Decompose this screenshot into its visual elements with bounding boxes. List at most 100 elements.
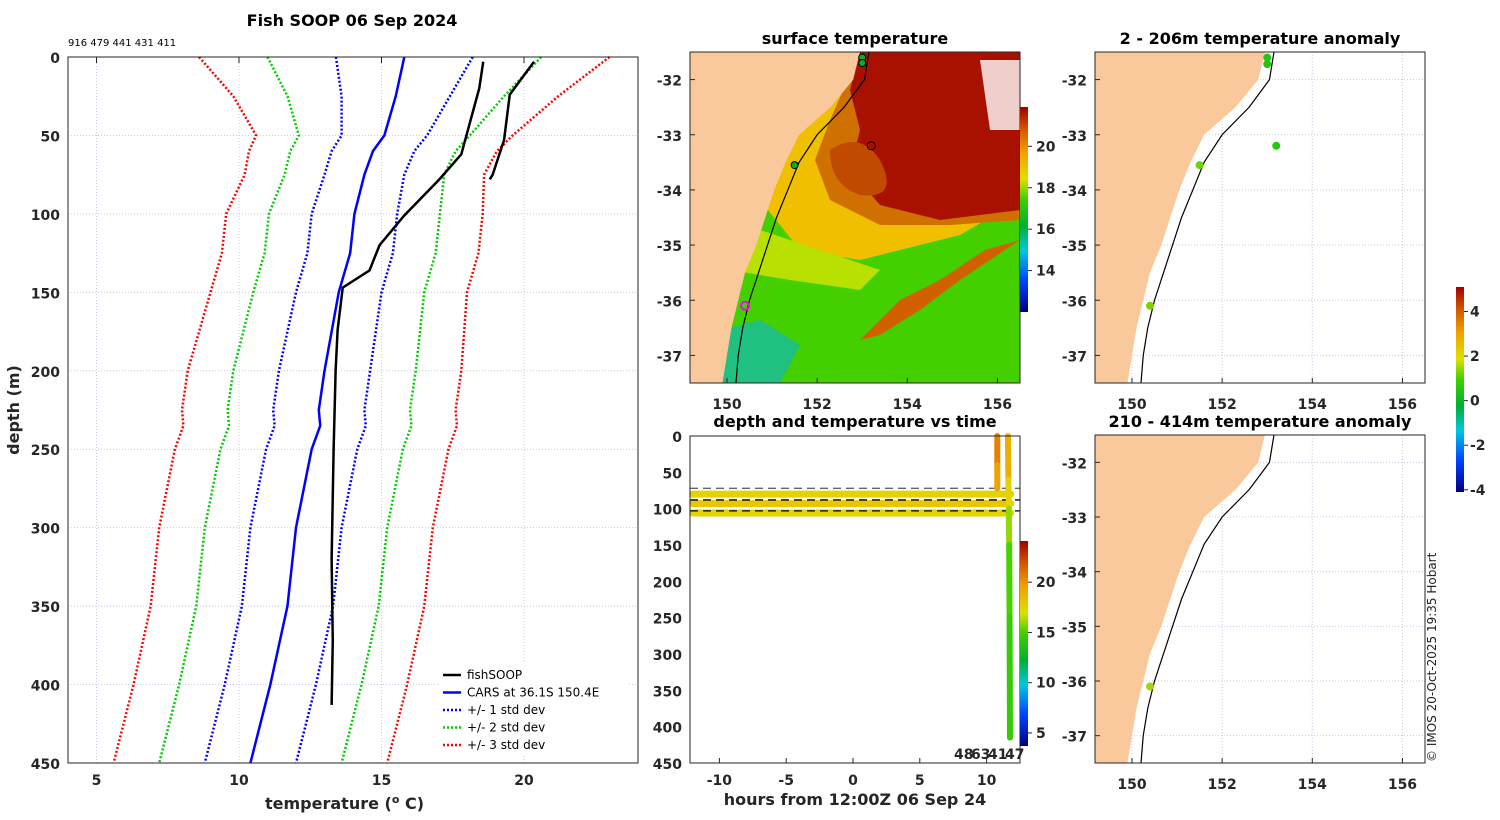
cast-ids: 916 479 441 431 411 <box>68 38 176 49</box>
colorbar-tick-label: 4 <box>1470 305 1480 321</box>
land <box>1095 52 1265 383</box>
profile-end-label: 47 <box>1005 747 1024 763</box>
cars-mean-line <box>249 56 406 764</box>
x-tick-label: 0 <box>848 773 858 789</box>
x-tick-label: 156 <box>1388 777 1417 793</box>
colorbar-tick-label: 20 <box>1036 575 1056 591</box>
x-tick-label: 152 <box>1208 777 1237 793</box>
y-tick-label: 250 <box>31 443 60 459</box>
depth-time-title: depth and temperature vs time <box>713 412 996 431</box>
x-tick-label: 156 <box>1388 397 1417 413</box>
anomaly-bottom-panel: 210 - 414m temperature anomaly 150 152 154… <box>1062 412 1426 793</box>
anomaly-point <box>1146 682 1154 691</box>
x-tick-label: 150 <box>1117 777 1146 793</box>
legend-label: +/- 2 std dev <box>467 721 545 735</box>
x-tick-label: 10 <box>977 773 997 789</box>
y-tick-label: 400 <box>653 721 682 737</box>
station-marker <box>866 141 876 151</box>
depth-time-axes-box <box>689 435 1021 764</box>
legend-box <box>438 663 628 755</box>
credit-text: © IMOS 20-Oct-2025 19:35 Hobart <box>1425 552 1439 762</box>
shelf-contour <box>1140 434 1275 764</box>
colorbar-tick-label: 0 <box>1470 394 1480 410</box>
x-tick-label: 152 <box>803 397 832 413</box>
std-line-plus2 <box>340 56 543 764</box>
sst-panel: surface temperature 150 152 154 156 -32 -33 -3… <box>657 29 1056 413</box>
anomaly-bottom-title: 210 - 414m temperature anomaly <box>1109 412 1412 431</box>
y-tick-label: -33 <box>1062 511 1087 527</box>
shelf-contour <box>1140 51 1275 384</box>
y-tick-label: 450 <box>31 757 60 773</box>
colorbar-tick-label: 14 <box>1036 264 1056 280</box>
profile-title: Fish SOOP 06 Sep 2024 <box>247 11 458 30</box>
x-tick-label: -5 <box>778 773 794 789</box>
profile-legend: fishSOOP CARS at 36.1S 150.4E +/- 1 std de… <box>438 663 628 755</box>
colorbar-tick-label: -2 <box>1470 438 1486 454</box>
y-tick-label: -32 <box>657 74 682 90</box>
profile-end-label: 48 <box>954 747 973 763</box>
colorbar-tick-label: 20 <box>1036 139 1056 155</box>
anomaly-point <box>1272 141 1281 150</box>
y-tick-label: 150 <box>31 286 60 302</box>
x-tick-label: 10 <box>229 773 249 789</box>
colorbar-tick-label: 5 <box>1036 726 1046 742</box>
colorbar-tick-label: 15 <box>1036 625 1055 641</box>
y-tick-label: 350 <box>653 684 682 700</box>
legend-label: CARS at 36.1S 150.4E <box>467 686 599 700</box>
y-tick-label: 150 <box>653 539 682 555</box>
y-tick-label: -34 <box>1062 566 1088 582</box>
legend-label: +/- 3 std dev <box>467 738 545 752</box>
y-tick-label: -35 <box>657 239 682 255</box>
colorbar-tick-label: 2 <box>1470 349 1480 365</box>
profile-end-label: 63 <box>971 747 990 763</box>
fishsoop-line <box>488 60 535 181</box>
anomaly-top-panel: 2 - 206m temperature anomaly 150 152 154 15… <box>1062 29 1426 413</box>
y-tick-label: -33 <box>657 129 682 145</box>
y-tick-label: -35 <box>1062 620 1087 636</box>
y-tick-label: 250 <box>653 612 682 628</box>
y-tick-label: 50 <box>663 466 683 482</box>
y-tick-label: 200 <box>31 365 60 381</box>
x-tick-label: 5 <box>915 773 925 789</box>
y-tick-label: -37 <box>657 349 682 365</box>
std-line-minus3 <box>112 56 258 764</box>
anomaly-point <box>1263 60 1272 69</box>
std-line-plus1 <box>294 56 474 764</box>
colorbar-tick-label: 18 <box>1036 181 1055 197</box>
x-tick-label: 154 <box>1298 397 1327 413</box>
land <box>1095 435 1265 763</box>
y-tick-label: 50 <box>41 129 61 145</box>
y-tick-label: -36 <box>1062 675 1087 691</box>
station-marker <box>790 161 799 170</box>
x-tick-label: 154 <box>1298 777 1327 793</box>
y-tick-label: -36 <box>1062 294 1087 310</box>
map-axes-box <box>1094 51 1426 384</box>
map-axes-box <box>1094 434 1426 764</box>
std-line-minus2 <box>157 56 301 764</box>
x-tick-label: 154 <box>893 397 922 413</box>
legend-label: fishSOOP <box>467 668 522 682</box>
profile-end-label: 41 <box>988 747 1007 763</box>
profile-ylabel: depth (m) <box>4 365 23 455</box>
sst-colorbar <box>1020 107 1028 312</box>
y-tick-label: -32 <box>1062 74 1087 90</box>
y-tick-label: -37 <box>1062 730 1087 746</box>
fishsoop-line <box>330 61 485 705</box>
std-line-plus3 <box>385 56 611 764</box>
x-tick-label: 156 <box>983 397 1012 413</box>
y-tick-label: 450 <box>653 757 682 773</box>
colorbar-tick-label: -4 <box>1470 483 1486 499</box>
anomaly-point <box>1146 301 1154 310</box>
y-tick-label: 0 <box>50 51 60 67</box>
profile-lines <box>112 56 611 764</box>
anomaly-point <box>1195 161 1204 170</box>
y-tick-label: -37 <box>1062 349 1087 365</box>
y-tick-label: -34 <box>657 184 683 200</box>
y-tick-label: 400 <box>31 679 60 695</box>
legend-label: +/- 1 std dev <box>467 703 545 717</box>
x-tick-label: 15 <box>372 773 391 789</box>
station-marker <box>858 59 867 68</box>
y-tick-label: 100 <box>31 208 60 224</box>
